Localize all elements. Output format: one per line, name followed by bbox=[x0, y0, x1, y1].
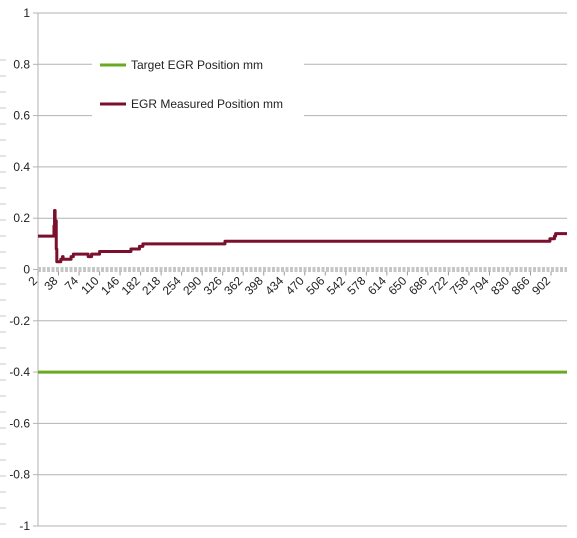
x-tick-label: 506 bbox=[303, 273, 327, 297]
x-tick-label: 866 bbox=[509, 273, 533, 297]
legend-background bbox=[92, 50, 304, 120]
x-tick-label: 686 bbox=[406, 273, 430, 297]
x-tick-label: 254 bbox=[160, 273, 184, 297]
y-tick-label: 0.2 bbox=[13, 211, 30, 225]
legend-label-target: Target EGR Position mm bbox=[131, 58, 263, 72]
x-tick-label: 218 bbox=[139, 273, 163, 297]
x-tick-label: 326 bbox=[201, 273, 225, 297]
x-tick-label: 722 bbox=[426, 273, 450, 297]
x-tick-label: 758 bbox=[447, 273, 471, 297]
x-tick-label: 434 bbox=[262, 273, 286, 297]
x-tick-label: 542 bbox=[324, 273, 348, 297]
x-tick-label: 290 bbox=[180, 273, 204, 297]
y-tick-label: 0 bbox=[23, 263, 30, 277]
x-tick-label: 182 bbox=[119, 273, 143, 297]
y-tick-label: 0.6 bbox=[13, 109, 30, 123]
x-tick-label: 74 bbox=[62, 273, 82, 293]
legend: Target EGR Position mm EGR Measured Posi… bbox=[92, 50, 304, 120]
x-tick-label: 38 bbox=[41, 273, 61, 293]
plot-frame bbox=[0, 13, 39, 526]
x-tick-label: 362 bbox=[221, 273, 245, 297]
y-tick-label: -0.8 bbox=[9, 468, 30, 482]
y-tick-label: -0.2 bbox=[9, 314, 30, 328]
y-tick-label: 0.4 bbox=[13, 160, 30, 174]
y-axis-ticks: -1 -0.8 -0.6 -0.4 -0.2 0 0.2 0.4 0.6 0.8 1 bbox=[9, 6, 38, 533]
x-tick-label: 650 bbox=[385, 273, 409, 297]
x-tick-label: 110 bbox=[78, 273, 102, 297]
x-axis: 2 38 7411014618221825429032636239843447050… bbox=[25, 267, 567, 298]
x-tick-label: 794 bbox=[468, 273, 492, 297]
x-tick-label: 614 bbox=[365, 273, 389, 297]
y-tick-label: 1 bbox=[23, 6, 30, 20]
legend-label-measured: EGR Measured Position mm bbox=[131, 97, 283, 111]
y-tick-label: 0.8 bbox=[13, 57, 30, 71]
y-tick-label: -0.4 bbox=[9, 365, 30, 379]
x-tick-label: 902 bbox=[529, 273, 553, 297]
x-tick-label: 398 bbox=[242, 273, 266, 297]
y-tick-label: -0.6 bbox=[9, 416, 30, 430]
series-line-1 bbox=[38, 209, 567, 264]
series-lines bbox=[38, 209, 567, 374]
x-tick-label: 578 bbox=[344, 273, 368, 297]
x-tick-label: 830 bbox=[488, 273, 512, 297]
x-tick-label: 146 bbox=[98, 273, 122, 297]
y-tick-label: -1 bbox=[19, 519, 30, 533]
x-tick-label: 470 bbox=[283, 273, 307, 297]
